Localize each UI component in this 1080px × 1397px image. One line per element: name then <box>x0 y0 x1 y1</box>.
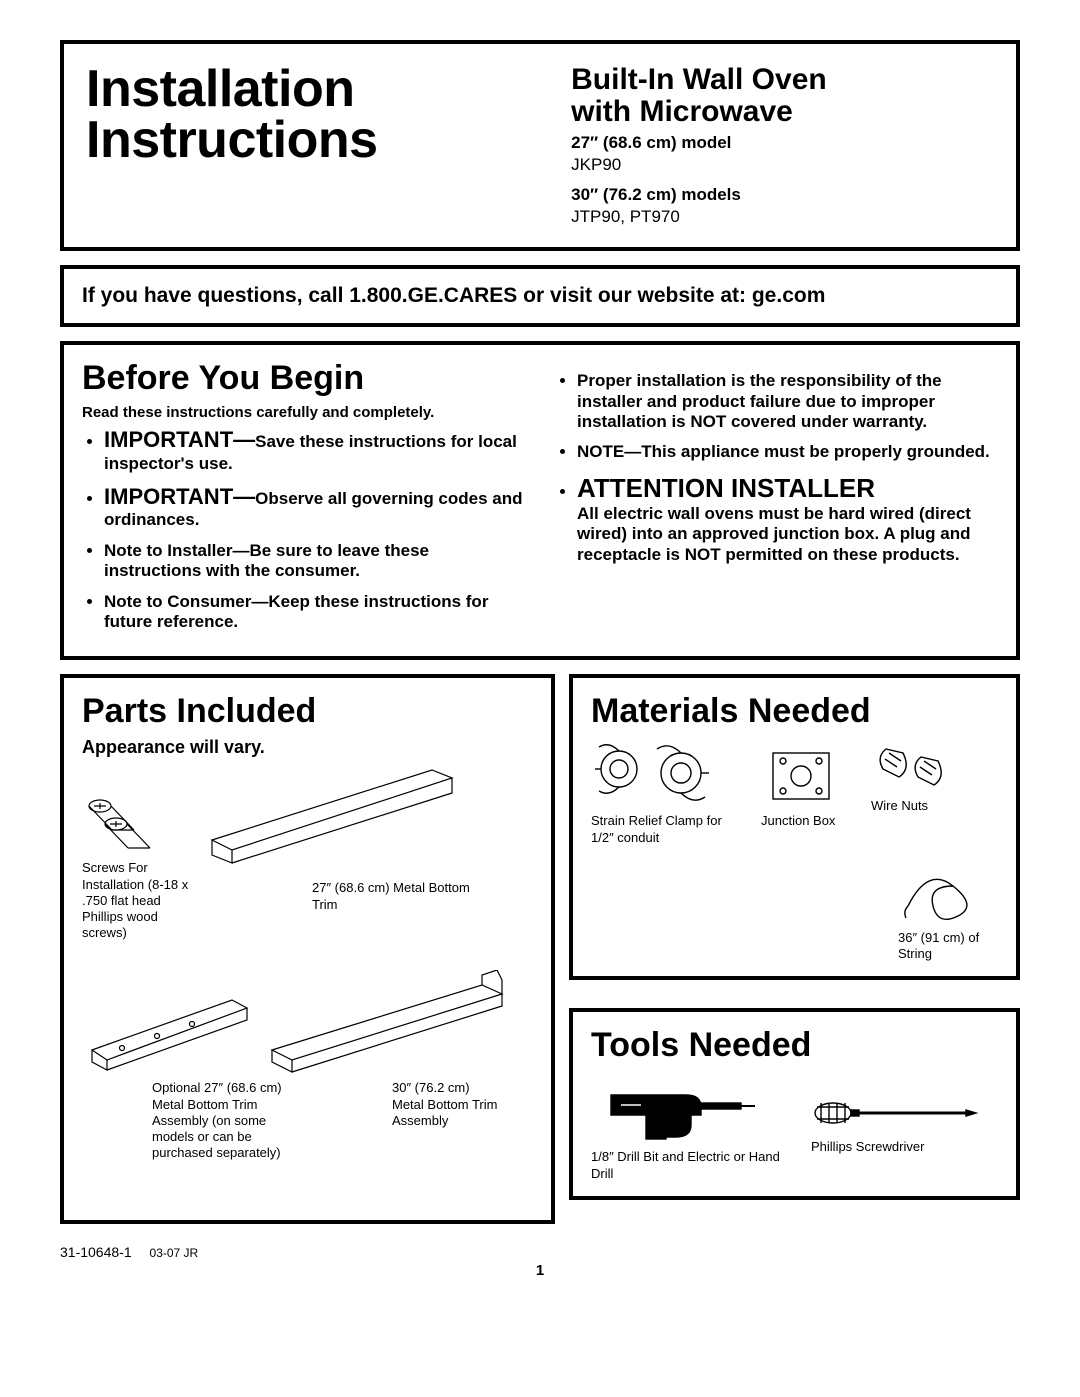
before-panel: Before You Begin Read these instructions… <box>60 341 1020 660</box>
parts-note: Appearance will vary. <box>82 737 533 758</box>
attention-item: ATTENTION INSTALLER All electric wall ov… <box>577 473 998 565</box>
before-right-list: Proper installation is the responsibilit… <box>555 371 998 565</box>
materials-heading: Materials Needed <box>591 692 998 731</box>
size2-label: 30″ (76.2 cm) models <box>571 185 994 205</box>
junction-box-label: Junction Box <box>761 813 851 829</box>
before-left-list: IMPORTANT—Save these instructions for lo… <box>82 427 525 632</box>
parts-panel: Parts Included Appearance will vary. Scr… <box>60 674 555 1224</box>
header-panel: Installation Instructions Built-In Wall … <box>60 40 1020 251</box>
before-item: IMPORTANT—Observe all governing codes an… <box>104 484 525 531</box>
screwdriver-label: Phillips Screwdriver <box>811 1139 991 1155</box>
before-item: Proper installation is the responsibilit… <box>577 371 998 432</box>
size2-models: JTP90, PT970 <box>571 207 994 227</box>
drill-label: 1/8″ Drill Bit and Electric or Hand Dril… <box>591 1149 781 1182</box>
string-icon <box>898 856 988 926</box>
trim30-label: 30″ (76.2 cm) Metal Bottom Trim Assembly <box>392 1080 502 1129</box>
parts-diagram: Screws For Installation (8-18 x .750 fla… <box>82 760 533 1210</box>
trim27-icon <box>202 760 462 880</box>
before-item: IMPORTANT—Save these instructions for lo… <box>104 427 525 474</box>
size1-label: 27″ (68.6 cm) model <box>571 133 994 153</box>
wire-nuts-icon <box>871 739 961 794</box>
page-number: 1 <box>60 1262 1020 1279</box>
materials-panel: Materials Needed Strain Relief Clamp <box>569 674 1020 980</box>
tools-panel: Tools Needed 1/8″ Drill Bit and Electric… <box>569 1008 1020 1200</box>
strain-relief-label: Strain Relief Clamp for 1/2″ conduit <box>591 813 741 846</box>
contact-panel: If you have questions, call 1.800.GE.CAR… <box>60 265 1020 327</box>
trim30-icon <box>262 970 512 1080</box>
before-intro: Read these instructions carefully and co… <box>82 404 525 421</box>
before-heading: Before You Begin <box>82 359 525 398</box>
string-label: 36″ (91 cm) of String <box>898 930 998 963</box>
bottom-row: Parts Included Appearance will vary. Scr… <box>60 674 1020 1238</box>
strain-relief-icon <box>591 739 721 809</box>
attention-text: All electric wall ovens must be hard wir… <box>577 504 971 564</box>
junction-box-icon <box>761 739 841 809</box>
doc-title: Installation Instructions <box>86 64 551 166</box>
tools-heading: Tools Needed <box>591 1026 998 1065</box>
attention-label: ATTENTION INSTALLER <box>577 473 875 503</box>
before-item: Note to Installer—Be sure to leave these… <box>104 541 525 582</box>
tools-grid: 1/8″ Drill Bit and Electric or Hand Dril… <box>591 1075 998 1182</box>
before-item: Note to Consumer—Keep these instructions… <box>104 592 525 633</box>
optional-trim-icon <box>82 980 252 1080</box>
screws-label: Screws For Installation (8-18 x .750 fla… <box>82 860 192 941</box>
trim27-label: 27″ (68.6 cm) Metal Bottom Trim <box>312 880 482 913</box>
parts-heading: Parts Included <box>82 692 533 731</box>
contact-text: If you have questions, call 1.800.GE.CAR… <box>82 283 998 309</box>
title-line2: Instructions <box>86 111 378 169</box>
wire-nuts-label: Wire Nuts <box>871 798 971 814</box>
size1-models: JKP90 <box>571 155 994 175</box>
product-title: Built-In Wall Oven with Microwave <box>571 64 994 127</box>
materials-grid: Strain Relief Clamp for 1/2″ conduit Jun… <box>591 739 998 962</box>
screws-icon <box>82 790 172 860</box>
doc-number: 31-10648-1 <box>60 1244 132 1260</box>
drill-icon <box>591 1075 761 1145</box>
title-line1: Installation <box>86 60 354 118</box>
before-item: NOTE—This appliance must be properly gro… <box>577 442 998 462</box>
doc-date: 03-07 JR <box>150 1246 199 1260</box>
screwdriver-icon <box>811 1095 981 1135</box>
footer: 31-10648-1 03-07 JR <box>60 1244 1020 1260</box>
